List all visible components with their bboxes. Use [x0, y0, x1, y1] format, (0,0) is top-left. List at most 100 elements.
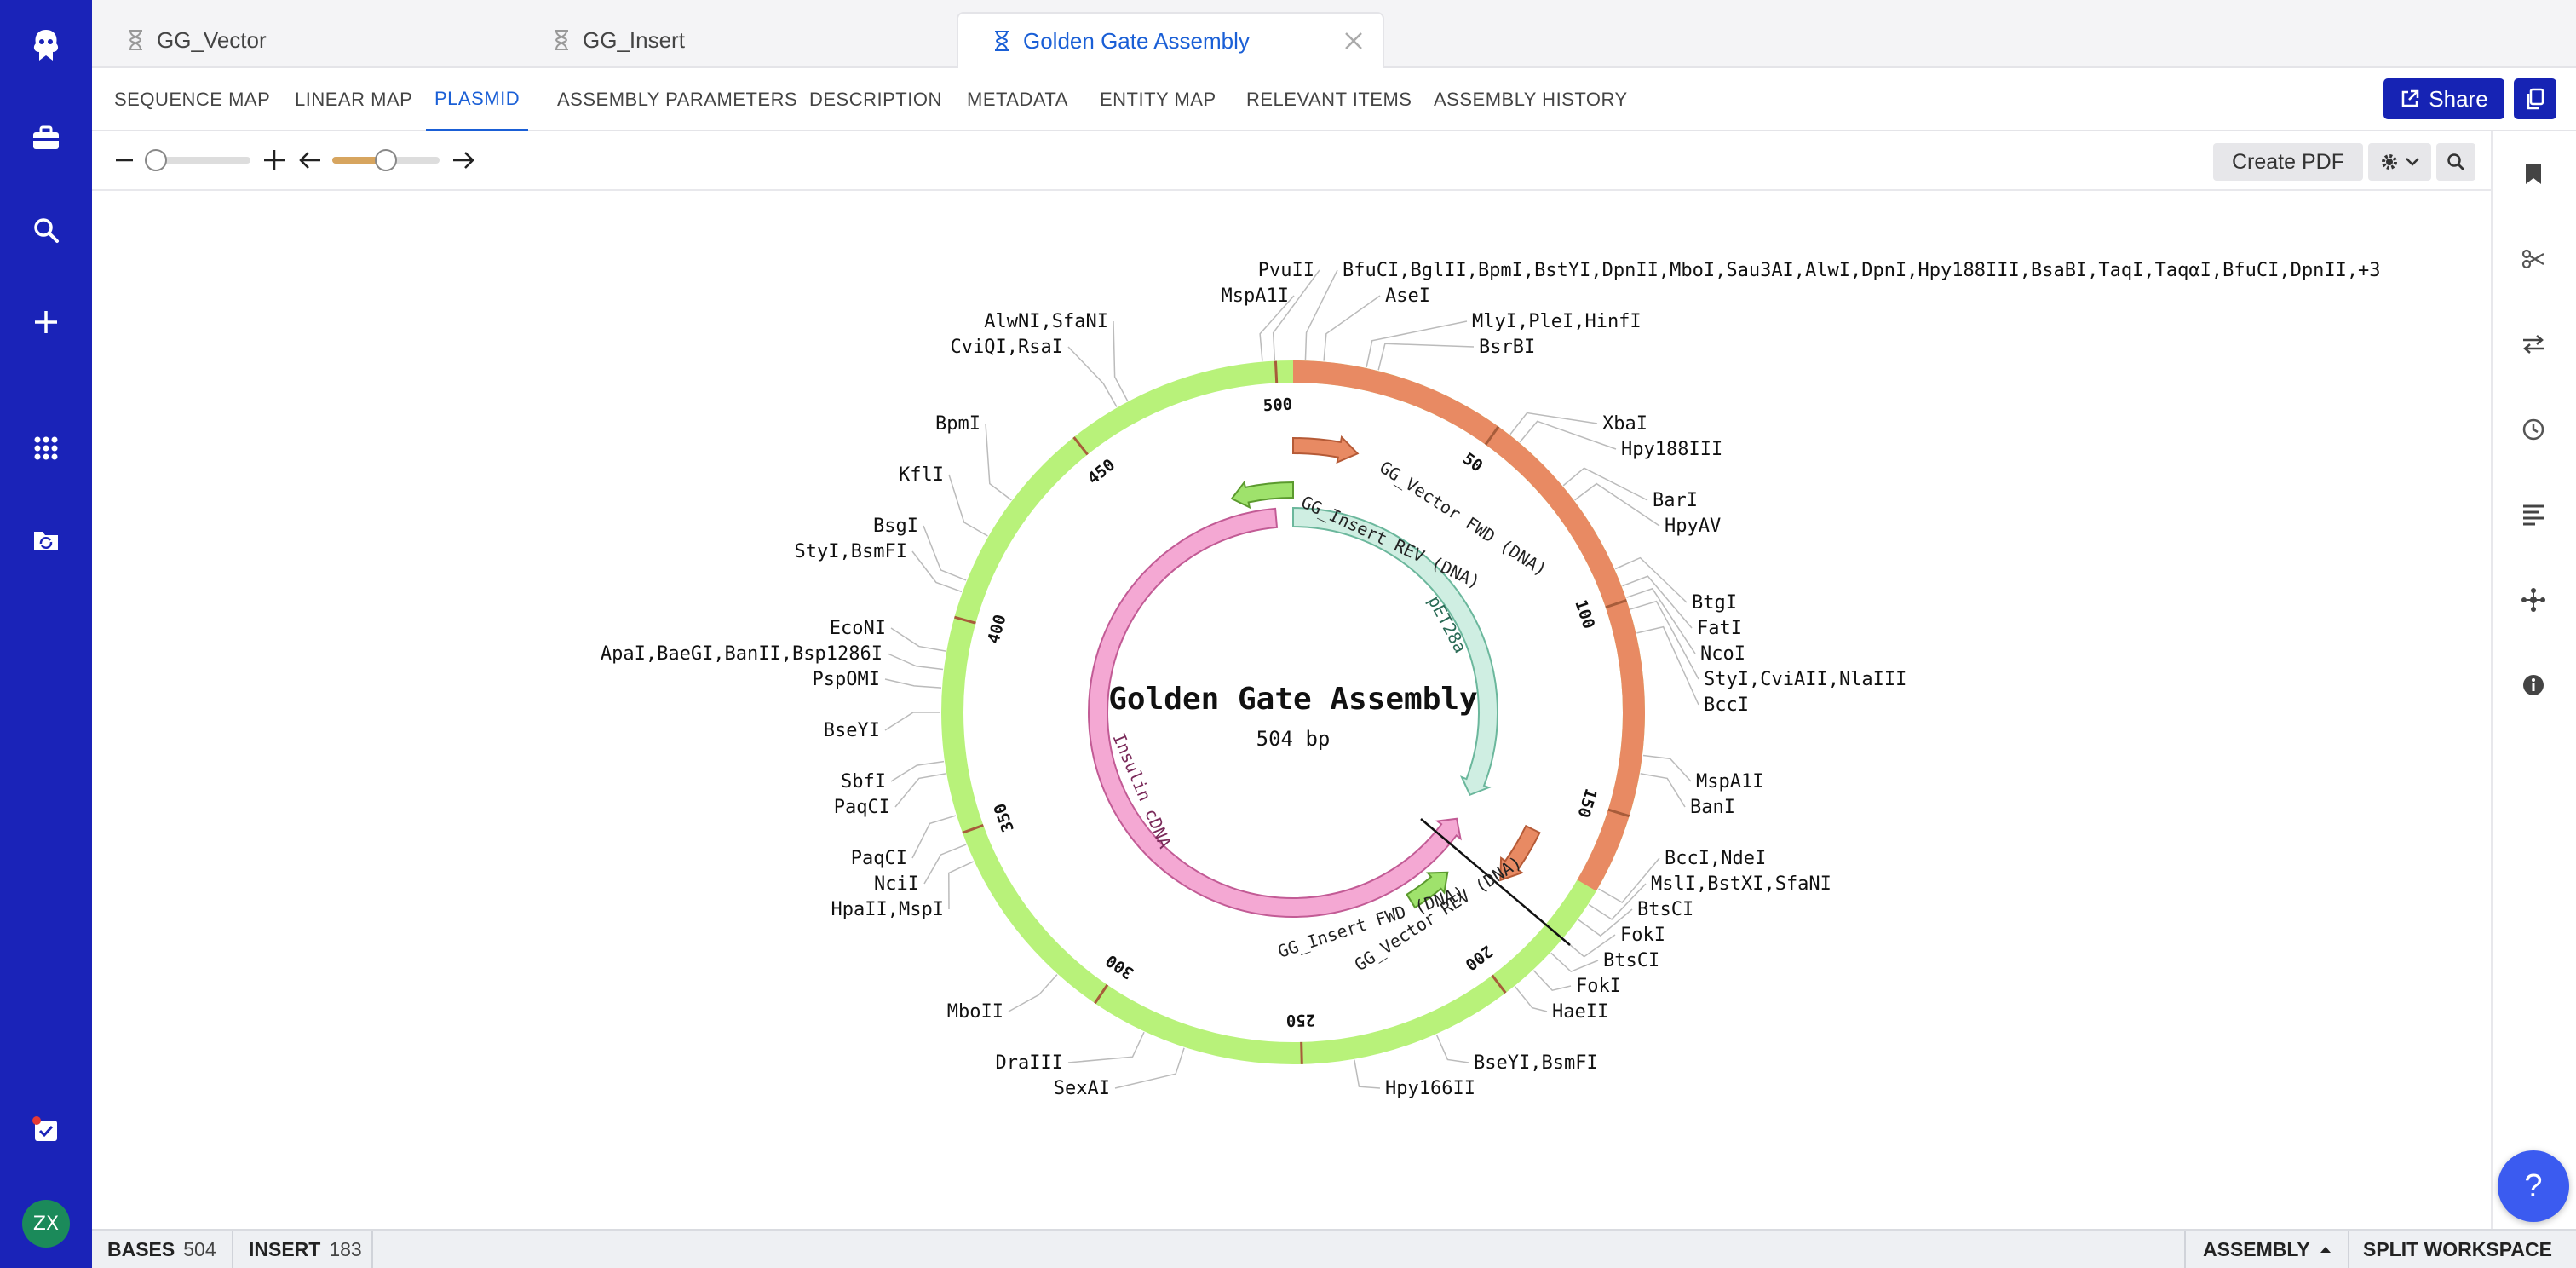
settings-dropdown-button[interactable] [2368, 143, 2431, 181]
tab-assembly-history[interactable]: ASSEMBLY HISTORY [1434, 89, 1628, 110]
zoom-in-icon[interactable] [262, 148, 286, 172]
feature-gg-insert-fwd[interactable] [1406, 871, 1449, 909]
rotate-right-icon[interactable] [451, 150, 475, 170]
enzyme-label[interactable]: BanI [1690, 797, 1735, 818]
enzyme-label[interactable]: BseYI,BsmFI [1474, 1052, 1598, 1074]
enzyme-label[interactable]: CviQI,RsaI [951, 337, 1063, 358]
enzyme-label[interactable]: BfuCI,BglII,BpmI,BstYI,DpnII,MboI,Sau3AI… [1343, 260, 2381, 281]
enzyme-leader-line [923, 844, 967, 885]
enzyme-label[interactable]: BpmI [935, 413, 980, 435]
enzyme-label[interactable]: BseYI [824, 720, 880, 741]
network-icon[interactable] [2491, 574, 2576, 625]
enzyme-label[interactable]: ApaI,BaeGI,BanII,Bsp1286I [601, 643, 883, 665]
enzyme-label[interactable]: DraIII [996, 1052, 1063, 1074]
tab-assembly-parameters[interactable]: ASSEMBLY PARAMETERS [557, 89, 798, 110]
zoom-slider-thumb[interactable] [145, 149, 167, 171]
tab-description[interactable]: DESCRIPTION [809, 89, 942, 110]
feature-gg-vector-fwd[interactable] [1292, 435, 1360, 464]
enzyme-leader-line [911, 815, 957, 859]
enzyme-label[interactable]: BtgI [1692, 592, 1737, 614]
share-button[interactable]: Share [2383, 78, 2504, 119]
plasmid-map[interactable]: 500 50 100 150 200 250 300 350 400 450 GG_Vector … [92, 191, 2491, 1229]
enzyme-label[interactable]: PspOMI [813, 669, 880, 690]
enzyme-label[interactable]: StyI,CviAII,NlaIII [1704, 669, 1906, 690]
enzyme-label[interactable]: MboII [947, 1001, 1003, 1023]
enzyme-label[interactable]: HpaII,MspI [831, 899, 944, 920]
info-icon[interactable] [2491, 660, 2576, 711]
enzyme-label[interactable]: AseI [1385, 285, 1430, 307]
enzyme-label[interactable]: BarI [1653, 490, 1698, 511]
tab-entity-map[interactable]: ENTITY MAP [1100, 89, 1216, 110]
zoom-out-icon[interactable] [114, 150, 135, 170]
enzyme-label[interactable]: HaeII [1552, 1001, 1608, 1023]
tab-relevant-items[interactable]: RELEVANT ITEMS [1246, 89, 1412, 110]
enzyme-label[interactable]: MspA1I [1696, 771, 1763, 792]
enzyme-label[interactable]: EcoNI [830, 618, 886, 639]
enzyme-label[interactable]: PvuII [1258, 260, 1314, 281]
enzyme-label[interactable]: FokI [1576, 976, 1621, 997]
tab-gg-vector[interactable]: GG_Vector [92, 12, 518, 68]
tab-metadata[interactable]: METADATA [967, 89, 1068, 110]
tab-sequence-map[interactable]: SEQUENCE MAP [114, 89, 271, 110]
create-pdf-button[interactable]: Create PDF [2213, 143, 2363, 181]
enzyme-label[interactable]: FatI [1697, 618, 1742, 639]
enzyme-label[interactable]: MspA1I [1222, 285, 1289, 307]
enzyme-label[interactable]: MlyI,PleI,HinfI [1472, 311, 1642, 332]
feature-insulin-cdna[interactable] [1088, 507, 1462, 918]
align-left-icon[interactable] [2491, 489, 2576, 540]
search-icon[interactable] [0, 196, 92, 264]
enzyme-label[interactable]: NciI [874, 873, 919, 895]
enzyme-label[interactable]: BccI,NdeI [1665, 848, 1766, 869]
swap-icon[interactable] [2491, 319, 2576, 370]
close-icon[interactable] [1340, 27, 1367, 55]
feature-gg-vector-rev[interactable] [1499, 824, 1541, 882]
enzyme-label[interactable]: BccI [1704, 695, 1749, 716]
enzyme-label[interactable]: BtsCI [1603, 950, 1659, 971]
enzyme-label[interactable]: AlwNI,SfaNI [984, 311, 1108, 332]
enzyme-label[interactable]: FokI [1620, 925, 1665, 946]
feature-pet28a[interactable] [1292, 506, 1499, 797]
plus-icon[interactable] [0, 288, 92, 356]
enzyme-label[interactable]: BsgI [873, 516, 918, 537]
tab-golden-gate-assembly[interactable]: Golden Gate Assembly [957, 12, 1384, 68]
copy-button[interactable] [2514, 78, 2556, 119]
enzyme-label[interactable]: KflI [899, 464, 944, 486]
enzyme-label[interactable]: XbaI [1602, 413, 1647, 435]
apps-grid-icon[interactable] [0, 414, 92, 482]
zoom-slider[interactable] [147, 157, 250, 164]
tasks-icon[interactable] [0, 1096, 92, 1164]
enzyme-label[interactable]: Hpy188III [1621, 439, 1722, 460]
bookmark-icon[interactable] [2491, 148, 2576, 199]
enzyme-label[interactable]: NcoI [1700, 643, 1745, 665]
briefcase-icon[interactable] [0, 104, 92, 172]
avatar[interactable]: ZX [22, 1200, 70, 1248]
vector-backbone-arc[interactable] [1292, 360, 1645, 891]
tick-label: 200 [1462, 942, 1497, 974]
enzyme-label[interactable]: Hpy166II [1385, 1078, 1475, 1099]
enzyme-label[interactable]: BtsCI [1637, 899, 1693, 920]
feature-gg-insert-rev[interactable] [1230, 480, 1294, 510]
enzyme-label[interactable]: BsrBI [1479, 337, 1535, 358]
enzyme-label[interactable]: PaqCI [851, 848, 907, 869]
enzyme-label[interactable]: StyI,BsmFI [795, 541, 907, 562]
logo-icon[interactable] [0, 12, 92, 80]
enzyme-label[interactable]: PaqCI [834, 797, 890, 818]
enzyme-label[interactable]: MslI,BstXI,SfaNI [1651, 873, 1831, 895]
enzyme-label[interactable]: SexAI [1054, 1078, 1110, 1099]
plasmid-length: 504 bp [1256, 727, 1331, 751]
assembly-menu-button[interactable]: ASSEMBLY [2203, 1231, 2332, 1268]
enzyme-label[interactable]: SbfI [841, 771, 886, 792]
map-search-button[interactable] [2436, 143, 2475, 181]
tab-gg-insert[interactable]: GG_Insert [518, 12, 944, 68]
tab-plasmid[interactable]: PLASMID [426, 68, 529, 131]
folder-sync-icon[interactable] [0, 506, 92, 574]
history-clock-icon[interactable] [2491, 404, 2576, 455]
scissors-icon[interactable] [2491, 233, 2576, 285]
tab-linear-map[interactable]: LINEAR MAP [295, 89, 413, 110]
rotate-left-icon[interactable] [298, 150, 322, 170]
enzyme-label[interactable]: HpyAV [1665, 516, 1721, 537]
split-workspace-button[interactable]: SPLIT WORKSPACE [2363, 1237, 2552, 1260]
help-button[interactable]: ? [2498, 1150, 2569, 1222]
rotation-slider-thumb[interactable] [375, 149, 397, 171]
enzyme-leader-line [1622, 575, 1693, 629]
